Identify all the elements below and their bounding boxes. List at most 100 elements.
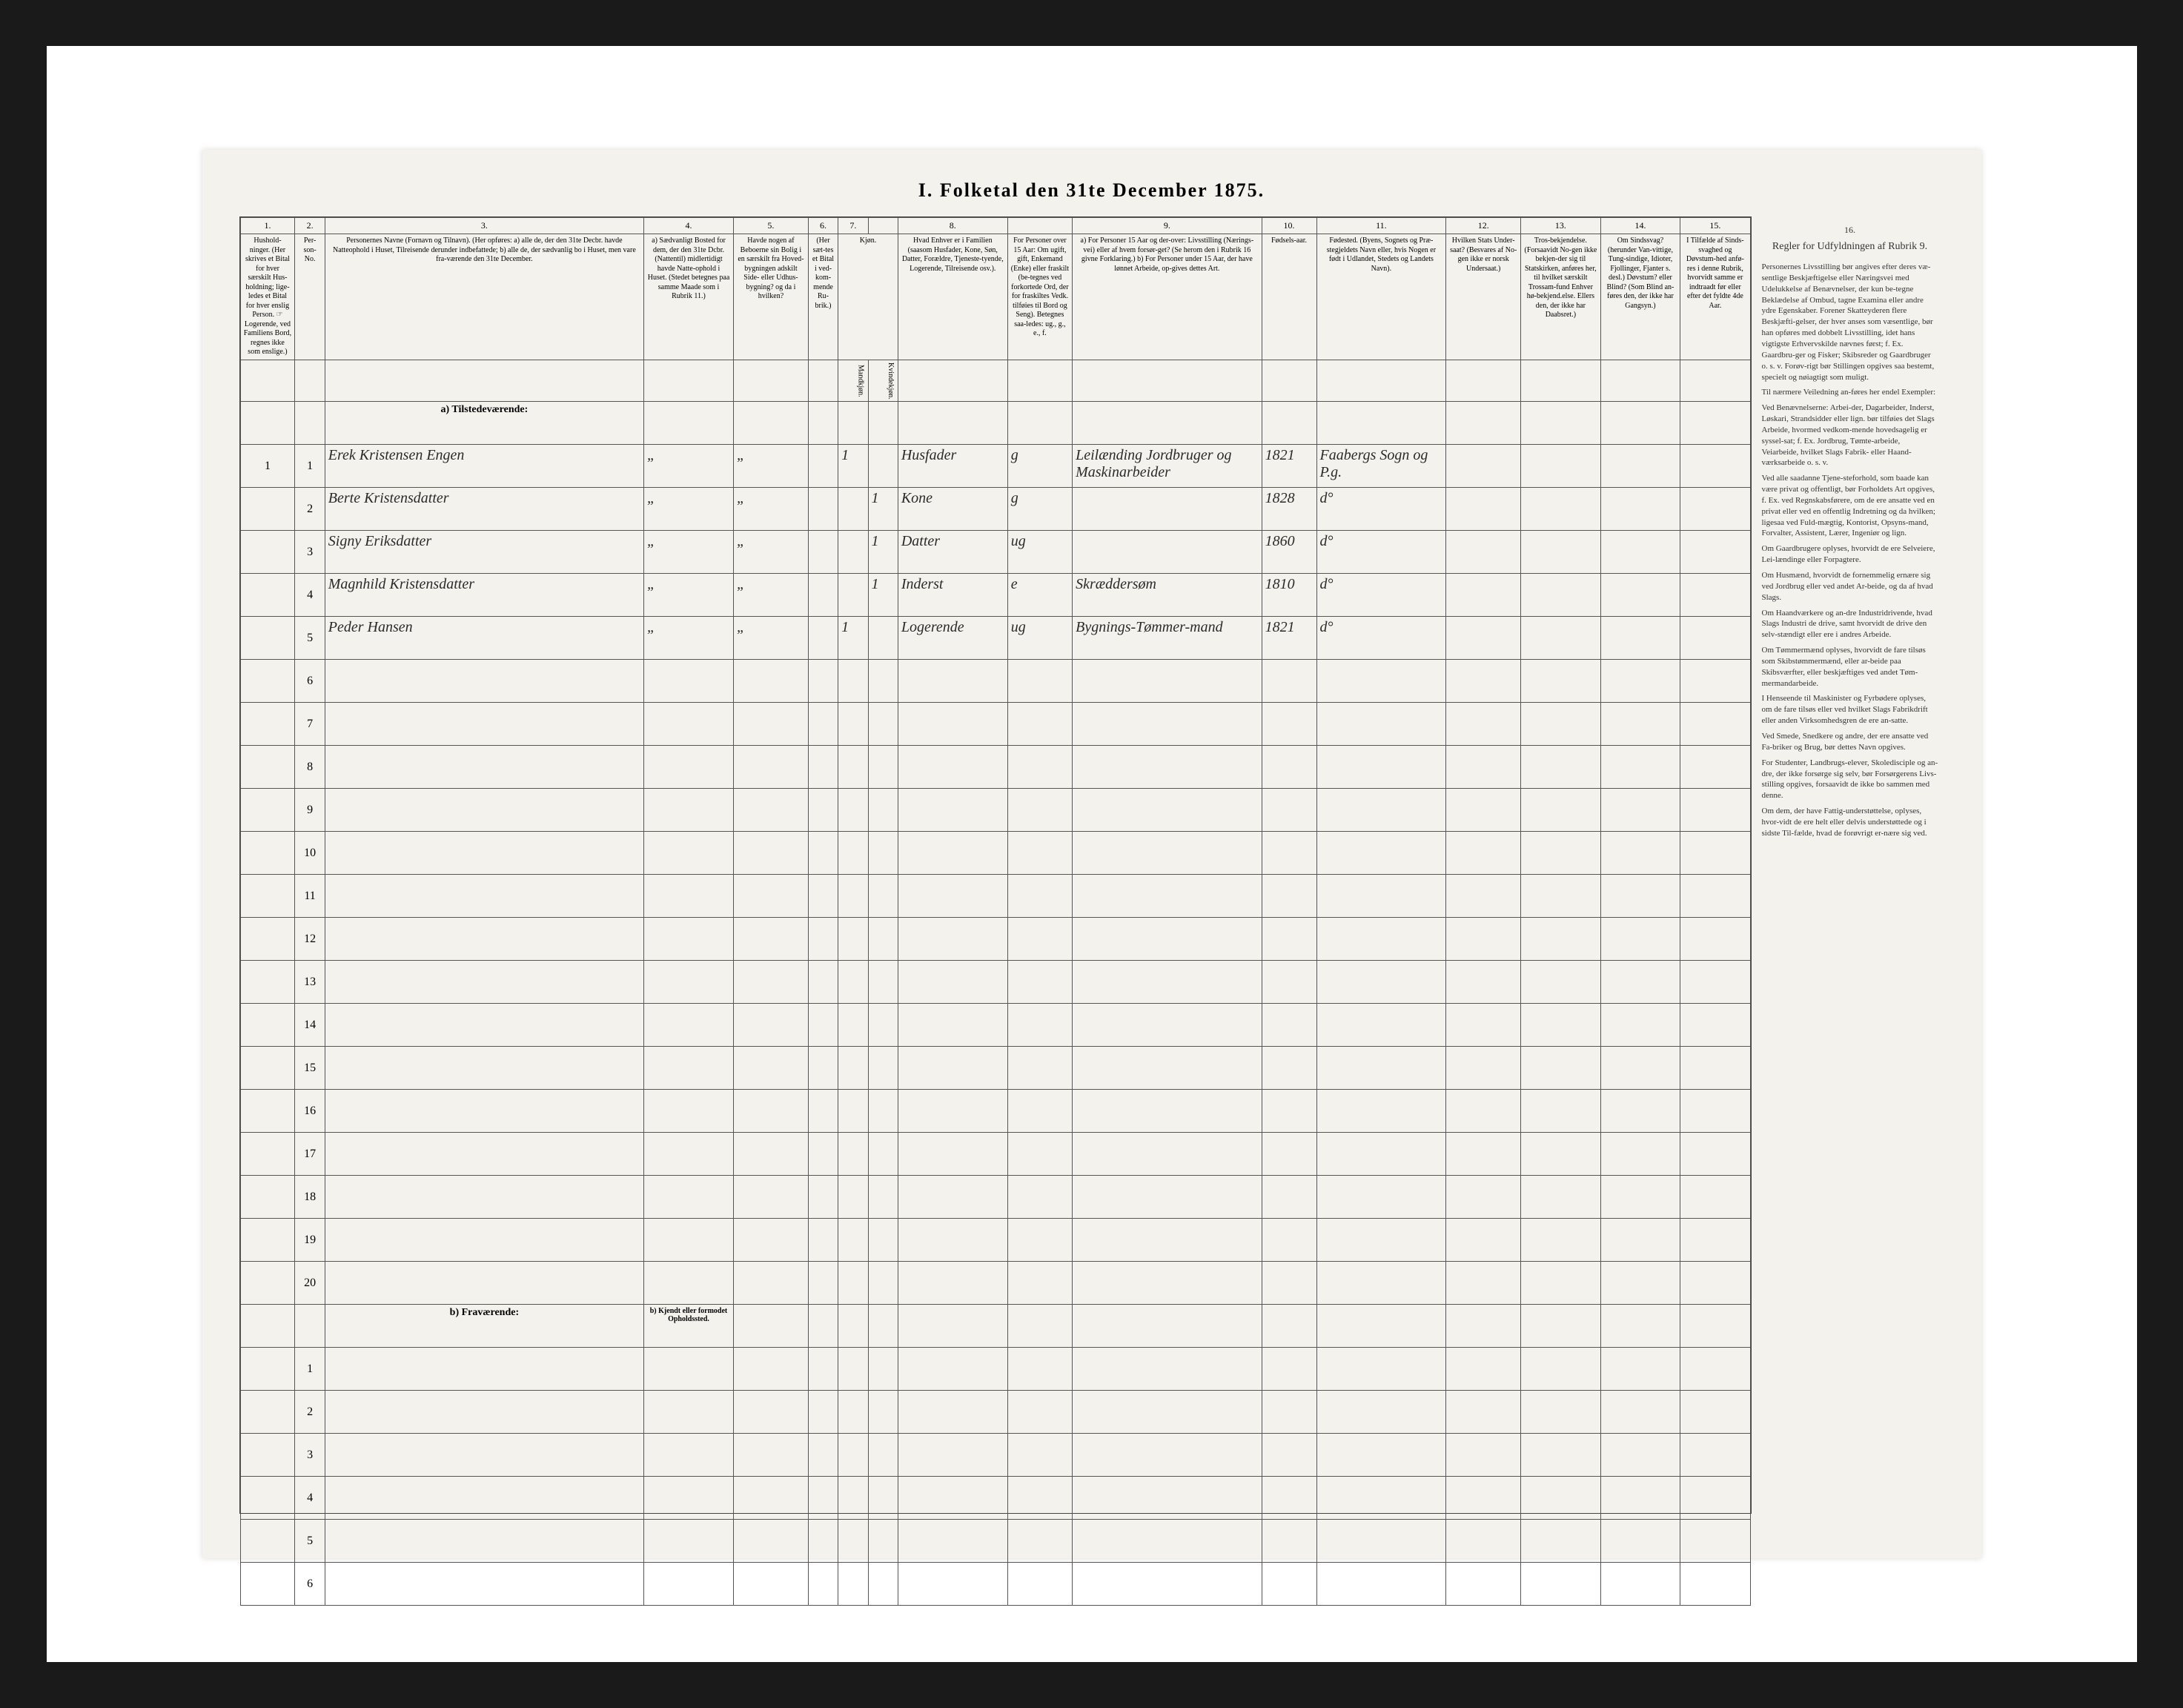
h15: I Tilfælde af Sinds-svaghed og Døvstum-h… [1680, 234, 1750, 360]
blank-cell [1073, 1391, 1262, 1434]
blank-cell [1680, 1090, 1750, 1133]
blank-cell [1007, 918, 1072, 961]
blank-cell [240, 1520, 295, 1563]
blank-cell [1521, 918, 1601, 961]
blank-cell [325, 703, 643, 746]
blank-cell [1316, 1176, 1446, 1219]
blank-cell [808, 918, 838, 961]
census-document: I. Folketal den 31te December 1875. 1.2.… [202, 150, 1981, 1558]
blank-cell [734, 961, 809, 1004]
blank-cell [1262, 832, 1316, 875]
blank-cell [838, 918, 868, 961]
h9: a) For Personer 15 Aar og der-over: Livs… [1073, 234, 1262, 360]
blank-cell [1680, 1219, 1750, 1262]
blank-cell [644, 1434, 734, 1477]
blank-cell: 12 [295, 918, 325, 961]
blank-cell [1521, 1262, 1601, 1305]
blank-cell [1073, 1563, 1262, 1606]
blank-cell [644, 918, 734, 961]
data-cell: d° [1316, 531, 1446, 574]
blank-row: 10 [240, 832, 1750, 875]
blank-cell [838, 1563, 868, 1606]
blank-cell [868, 1047, 898, 1090]
blank-cell [734, 746, 809, 789]
blank-cell [325, 1004, 643, 1047]
data-cell: 3 [295, 531, 325, 574]
blank-cell [1521, 746, 1601, 789]
blank-cell [838, 1434, 868, 1477]
data-cell: Datter [898, 531, 1007, 574]
blank-cell [868, 1262, 898, 1305]
blank-cell [1680, 1563, 1750, 1606]
data-cell [1680, 488, 1750, 531]
blank-row: 11 [240, 875, 1750, 918]
blank-cell: 13 [295, 961, 325, 1004]
blank-cell [325, 961, 643, 1004]
blank-row: 8 [240, 746, 1750, 789]
data-cell [868, 617, 898, 660]
data-cell: „ [734, 574, 809, 617]
blank-cell [1600, 746, 1680, 789]
blank-cell [838, 1133, 868, 1176]
blank-cell [644, 1090, 734, 1133]
col-number: 15. [1680, 218, 1750, 234]
data-cell [1446, 488, 1521, 531]
blank-cell [240, 1477, 295, 1520]
data-cell: 1 [240, 445, 295, 488]
blank-cell [734, 703, 809, 746]
blank-cell [1521, 660, 1601, 703]
blank-cell [1262, 1520, 1316, 1563]
blank-cell [1446, 746, 1521, 789]
blank-cell [1316, 703, 1446, 746]
h7a: Mandkjøn. [838, 360, 868, 402]
blank-cell [1073, 1219, 1262, 1262]
blank-cell [734, 1563, 809, 1606]
instruction-para: Om Husmænd, hvorvidt de fornemmelig ernæ… [1762, 570, 1938, 603]
blank-cell [644, 1262, 734, 1305]
data-cell: 1 [838, 617, 868, 660]
col-number: 3. [325, 218, 643, 234]
data-cell [1600, 531, 1680, 574]
blank-cell [868, 1004, 898, 1047]
blank-cell [734, 875, 809, 918]
blank-row: 15 [240, 1047, 1750, 1090]
blank-cell [1007, 1477, 1072, 1520]
instructions-body: Personernes Livsstilling bør angives eft… [1762, 262, 1938, 839]
blank-cell [868, 1348, 898, 1391]
col-number: 11. [1316, 218, 1446, 234]
blank-cell [734, 1262, 809, 1305]
blank-cell [838, 1262, 868, 1305]
blank-cell [325, 746, 643, 789]
blank-cell [1316, 1047, 1446, 1090]
section-b-note: b) Kjendt eller formodet Opholdssted. [644, 1305, 734, 1348]
data-cell: 1 [295, 445, 325, 488]
blank-cell [1600, 789, 1680, 832]
blank-cell [240, 660, 295, 703]
blank-cell [1521, 1434, 1601, 1477]
h7: Kjøn. [838, 234, 898, 360]
blank-cell: 9 [295, 789, 325, 832]
blank-cell [1521, 789, 1601, 832]
blank-cell [734, 1348, 809, 1391]
blank-cell [1680, 1133, 1750, 1176]
instruction-para: Om Gaardbrugere oplyses, hvorvidt de ere… [1762, 543, 1938, 566]
blank-cell [1446, 1563, 1521, 1606]
data-cell: d° [1316, 574, 1446, 617]
blank-cell [734, 1090, 809, 1133]
blank-cell [1073, 1090, 1262, 1133]
blank-cell [1600, 1520, 1680, 1563]
blank-cell [1600, 875, 1680, 918]
blank-cell [1600, 1477, 1680, 1520]
data-cell: Berte Kristensdatter [325, 488, 643, 531]
blank-cell [1007, 832, 1072, 875]
column-number-row: 1.2.3.4.5.6.7.8.9.10.11.12.13.14.15. [240, 218, 1750, 234]
blank-cell [1007, 1262, 1072, 1305]
blank-cell [1007, 1176, 1072, 1219]
data-cell [1600, 574, 1680, 617]
blank-cell [1262, 746, 1316, 789]
blank-cell: 15 [295, 1047, 325, 1090]
blank-cell [898, 1090, 1007, 1133]
blank-cell [868, 832, 898, 875]
blank-cell [1007, 961, 1072, 1004]
blank-cell [838, 1520, 868, 1563]
